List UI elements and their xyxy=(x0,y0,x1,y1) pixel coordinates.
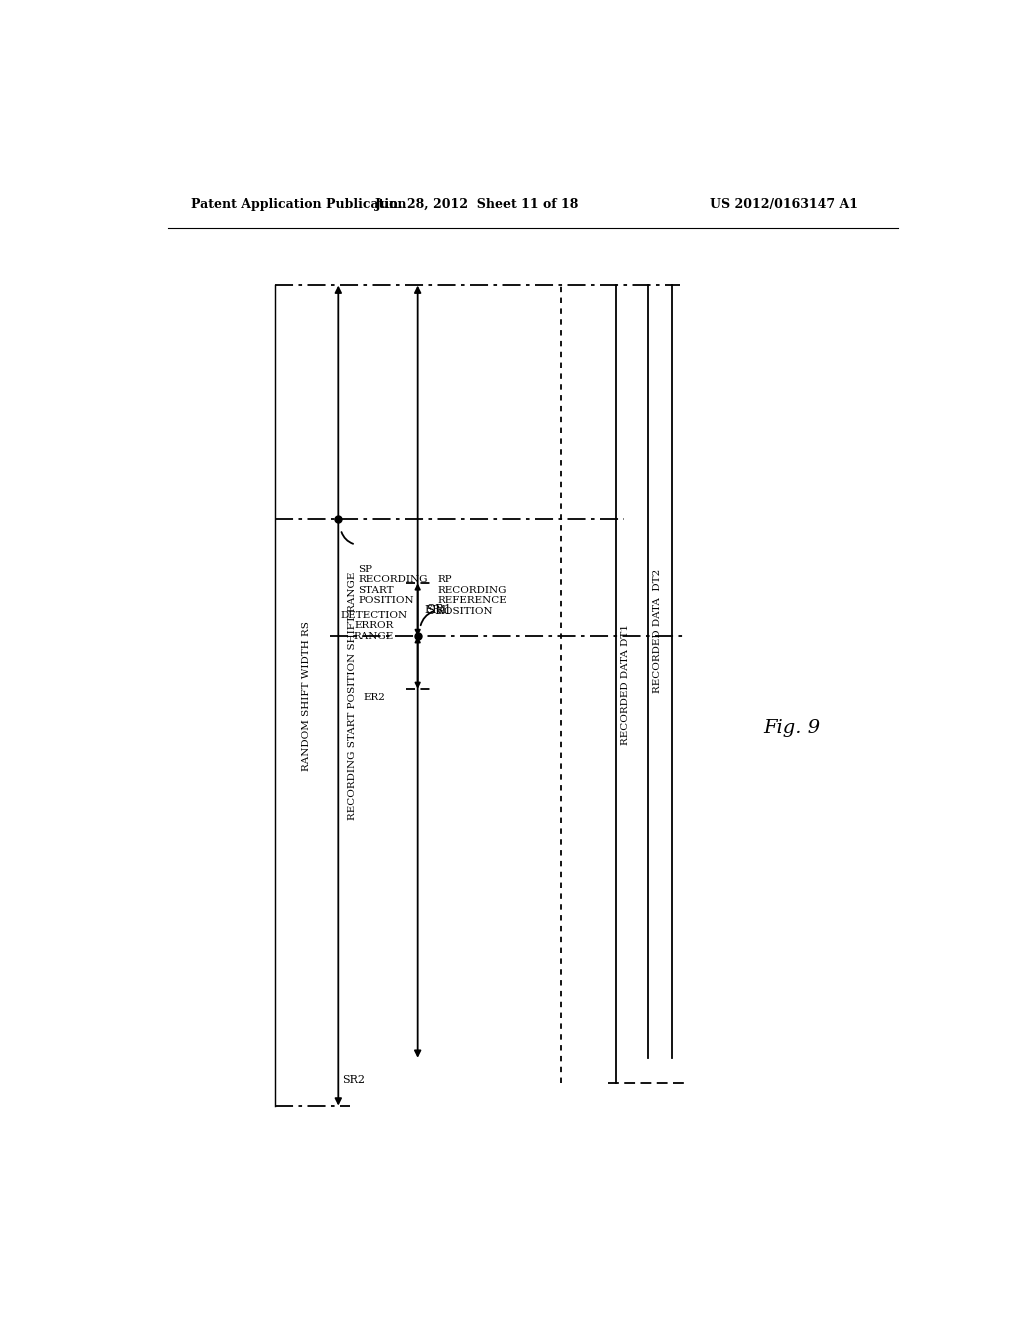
Text: RANDOM SHIFT WIDTH RS: RANDOM SHIFT WIDTH RS xyxy=(302,620,311,771)
Text: SR2: SR2 xyxy=(342,1076,366,1085)
Text: DETECTION
ERROR
RANGE: DETECTION ERROR RANGE xyxy=(340,611,408,640)
Text: US 2012/0163147 A1: US 2012/0163147 A1 xyxy=(710,198,858,211)
Text: SP
RECORDING
START
POSITION: SP RECORDING START POSITION xyxy=(358,565,428,605)
Text: Jun. 28, 2012  Sheet 11 of 18: Jun. 28, 2012 Sheet 11 of 18 xyxy=(375,198,580,211)
Text: Fig. 9: Fig. 9 xyxy=(763,718,820,737)
Text: SR1: SR1 xyxy=(427,605,452,618)
Text: RECORDING START POSITION SHIFT RANGE: RECORDING START POSITION SHIFT RANGE xyxy=(348,572,357,820)
Text: ER1: ER1 xyxy=(424,605,447,615)
Text: ER2: ER2 xyxy=(364,693,385,702)
Text: Patent Application Publication: Patent Application Publication xyxy=(191,198,407,211)
Text: RECORDED DATA  DT2: RECORDED DATA DT2 xyxy=(652,569,662,693)
Text: RECORDED DATA DT1: RECORDED DATA DT1 xyxy=(621,624,630,744)
Text: RP
RECORDING
REFERENCE
POSITION: RP RECORDING REFERENCE POSITION xyxy=(437,576,507,615)
